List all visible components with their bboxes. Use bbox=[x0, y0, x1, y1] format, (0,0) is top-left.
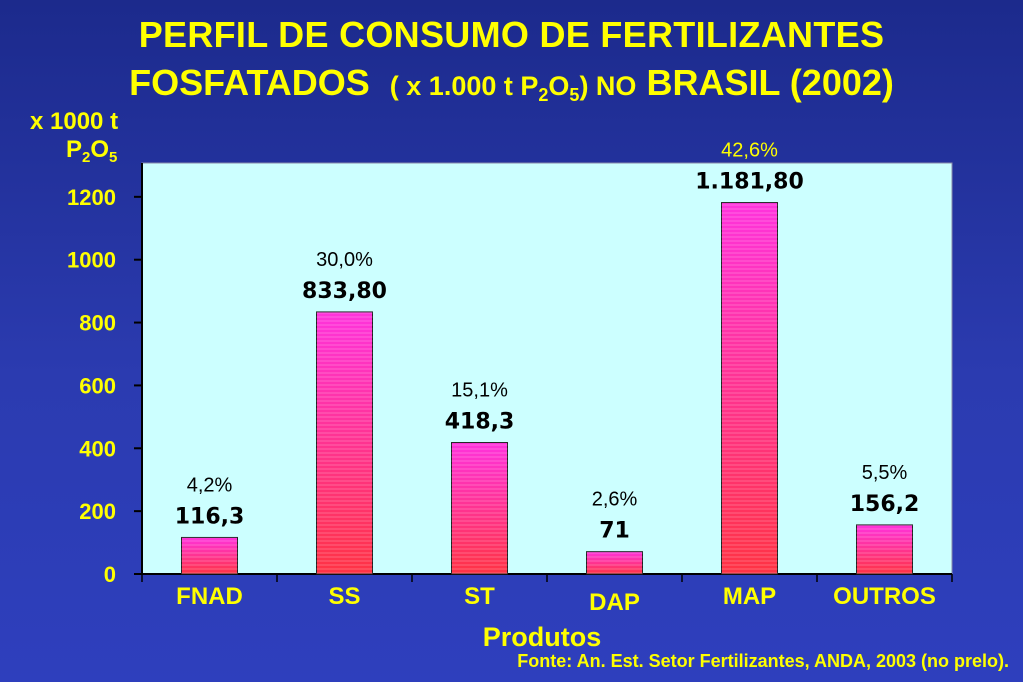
x-tick-label: OUTROS bbox=[833, 583, 936, 610]
x-tick-label: MAP bbox=[723, 583, 776, 610]
chart-title-line2: FOSFATADOS ( x 1.000 t P2O5) NO BRASIL (… bbox=[129, 62, 894, 105]
value-label: 833,80 bbox=[302, 279, 387, 304]
x-tick-label: DAP bbox=[589, 589, 640, 616]
y-tick-label: 600 bbox=[79, 373, 116, 398]
source-note: Fonte: An. Est. Setor Fertilizantes, AND… bbox=[517, 651, 1009, 671]
value-label: 418,3 bbox=[445, 410, 515, 435]
value-label: 71 bbox=[599, 519, 630, 544]
y-axis-label: x 1000 t P2O5 bbox=[30, 108, 119, 166]
x-tick-label: SS bbox=[328, 583, 360, 610]
bar-texture bbox=[856, 524, 913, 574]
y-tick-label: 200 bbox=[79, 499, 116, 524]
bar-texture bbox=[586, 551, 643, 574]
bar-texture bbox=[316, 311, 373, 574]
y-tick-label: 0 bbox=[104, 562, 116, 587]
bar-texture bbox=[181, 537, 238, 574]
percent-label: 2,6% bbox=[592, 489, 638, 511]
value-label: 156,2 bbox=[850, 492, 920, 517]
y-tick-label: 1200 bbox=[67, 185, 116, 210]
percent-label: 30,0% bbox=[316, 249, 373, 271]
bar-texture bbox=[721, 202, 778, 575]
percent-label: 5,5% bbox=[862, 462, 908, 484]
y-tick-label: 1000 bbox=[67, 248, 116, 273]
plot-area bbox=[141, 162, 953, 575]
percent-label: 15,1% bbox=[451, 380, 508, 402]
bar-texture bbox=[451, 442, 508, 574]
value-label: 1.181,80 bbox=[695, 170, 804, 195]
percent-label: 42,6% bbox=[721, 140, 778, 162]
x-tick-label: FNAD bbox=[176, 583, 243, 610]
y-tick-label: 800 bbox=[79, 311, 116, 336]
y-tick-label: 400 bbox=[79, 436, 116, 461]
percent-label: 4,2% bbox=[187, 474, 233, 496]
x-tick-label: ST bbox=[464, 583, 495, 610]
chart-title-line1: PERFIL DE CONSUMO DE FERTILIZANTES bbox=[138, 14, 885, 55]
x-axis-label: Produtos bbox=[482, 622, 602, 652]
value-label: 116,3 bbox=[175, 504, 245, 529]
